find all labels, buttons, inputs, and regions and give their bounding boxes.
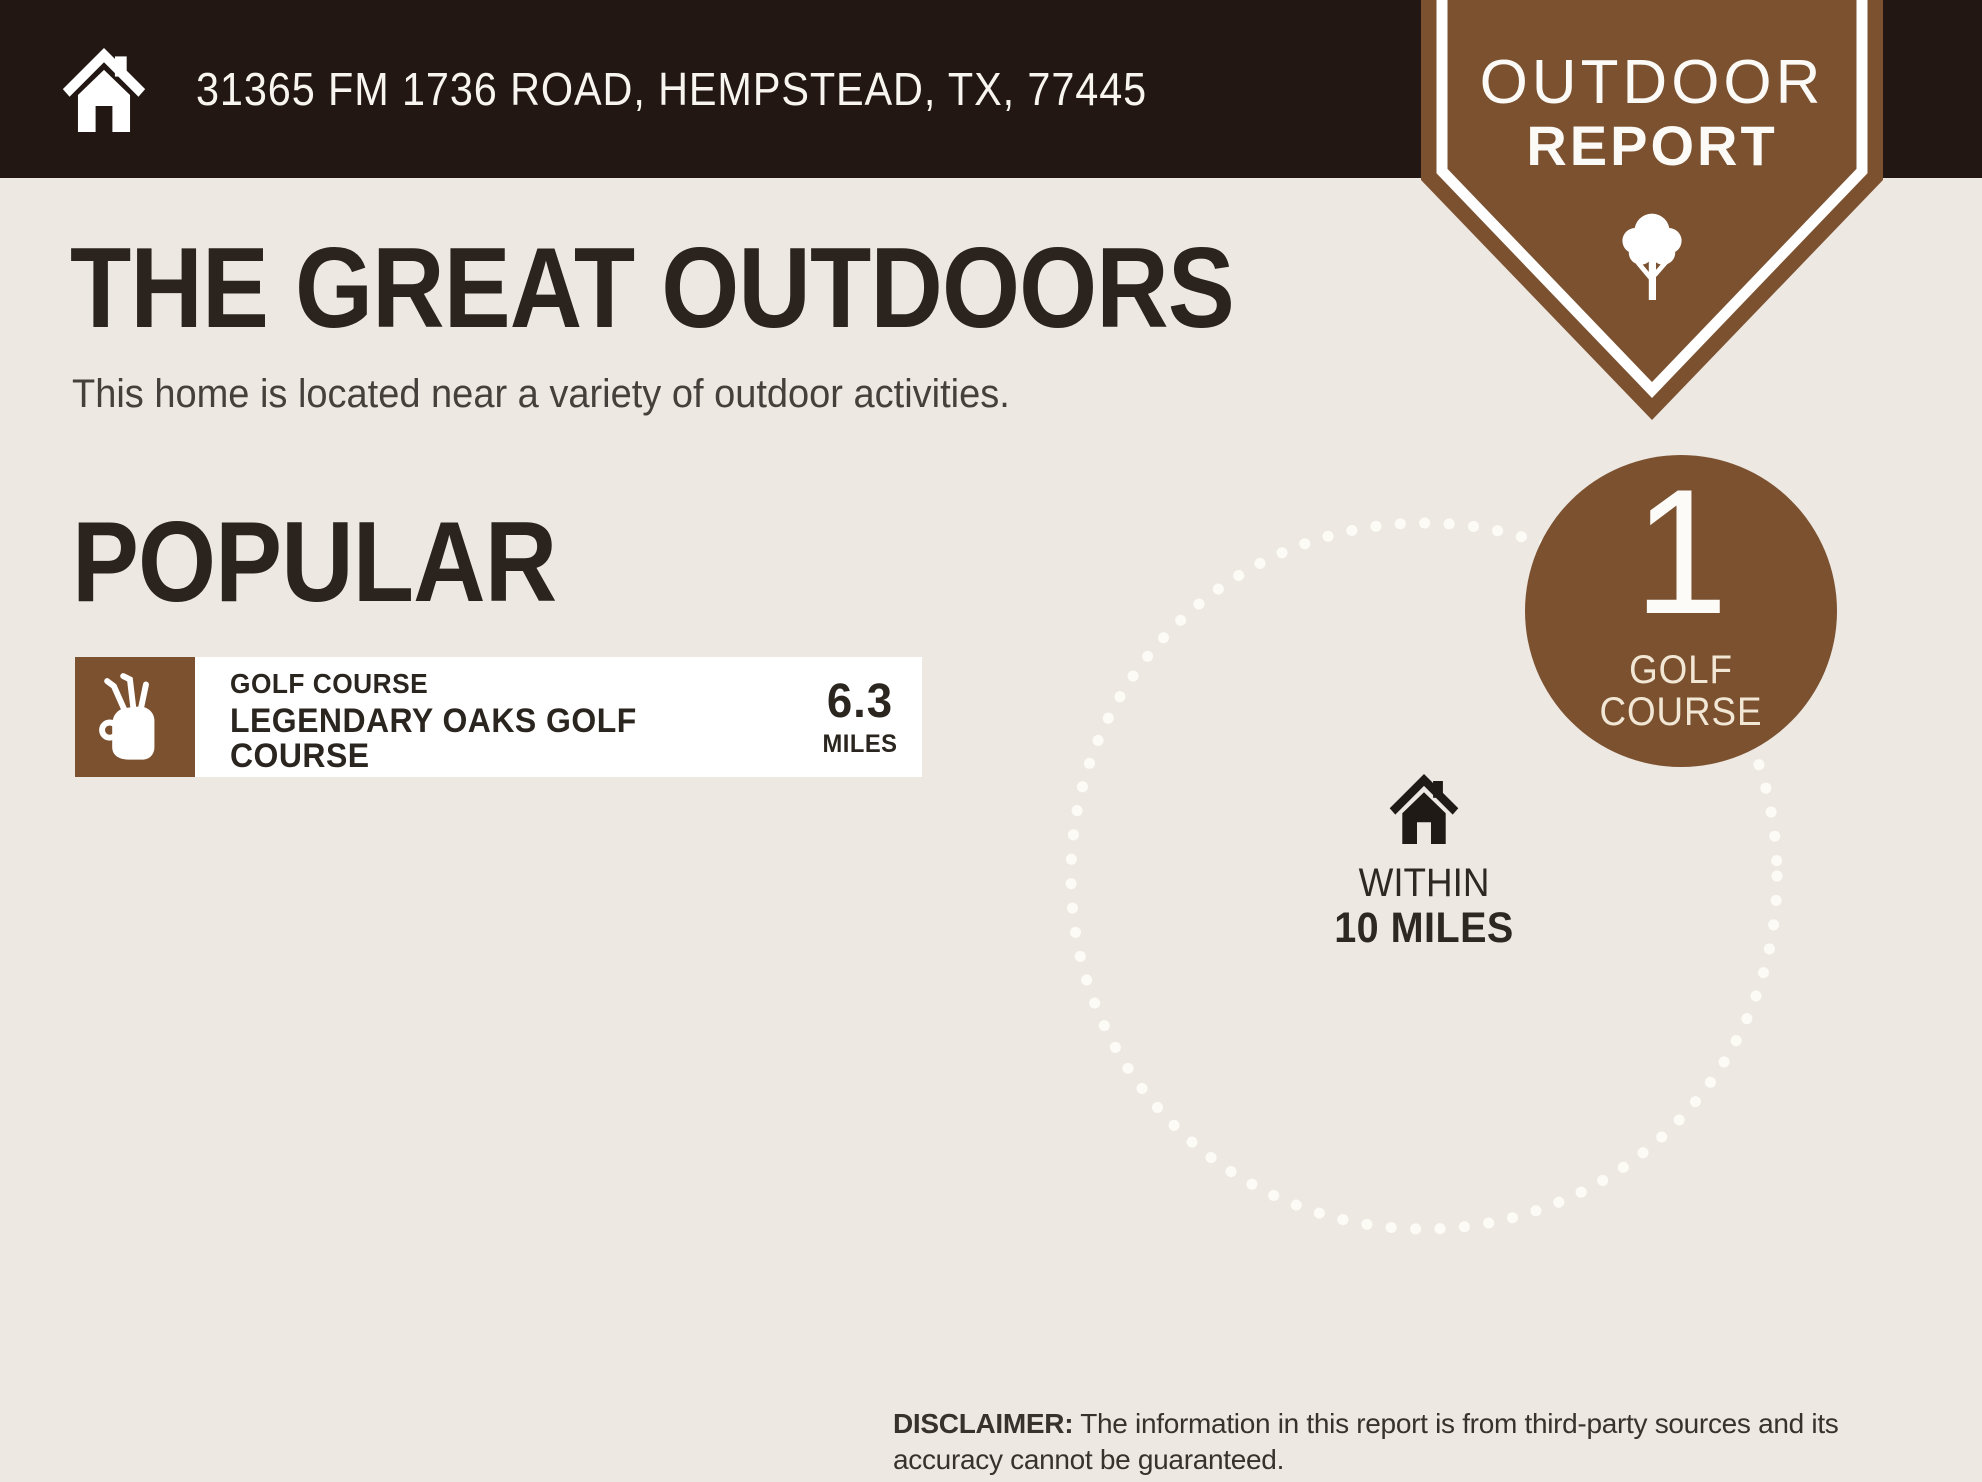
golf-bag-icon bbox=[99, 673, 155, 760]
radius-center-group: WITHIN 10 MILES bbox=[1274, 774, 1574, 952]
item-icon-box bbox=[75, 657, 195, 777]
property-address: 31365 FM 1736 ROAD, HEMPSTEAD, TX, 77445 bbox=[196, 63, 1148, 115]
count-label-line1: GOLF bbox=[1629, 648, 1733, 692]
page-title: THE GREAT OUTDOORS bbox=[70, 225, 1235, 352]
item-text: GOLF COURSE LEGENDARY OAKS GOLF COURSE bbox=[230, 668, 700, 775]
count-label-line2: COURSE bbox=[1599, 690, 1763, 734]
home-icon bbox=[62, 48, 146, 132]
disclaimer-label: DISCLAIMER: bbox=[893, 1408, 1074, 1439]
section-heading-popular: POPULAR bbox=[72, 499, 557, 626]
home-icon bbox=[1389, 774, 1459, 844]
disclaimer-text: The information in this report is from t… bbox=[893, 1408, 1839, 1475]
item-category: GOLF COURSE bbox=[230, 668, 429, 699]
radius-within-label: WITHIN bbox=[1358, 861, 1490, 905]
count-value: 1 bbox=[1633, 452, 1729, 651]
outdoor-report-badge: OUTDOOR REPORT bbox=[1421, 0, 1883, 425]
list-item-golf-course: GOLF COURSE LEGENDARY OAKS GOLF COURSE 6… bbox=[75, 657, 922, 777]
badge-title-line2: REPORT bbox=[1526, 114, 1778, 177]
dotted-radius-circle bbox=[1065, 517, 1783, 1235]
disclaimer: DISCLAIMER: The information in this repo… bbox=[893, 1406, 1943, 1478]
tree-icon bbox=[1622, 213, 1682, 300]
badge-title-line1: OUTDOOR bbox=[1479, 48, 1825, 117]
radius-distance-label: 10 MILES bbox=[1334, 904, 1514, 952]
count-badge: 1 GOLF COURSE bbox=[1525, 455, 1837, 767]
ribbon-shape bbox=[1421, 0, 1883, 420]
count-label: GOLF COURSE bbox=[1537, 649, 1824, 733]
item-name: LEGENDARY OAKS GOLF COURSE bbox=[230, 701, 637, 775]
item-distance-value: 6.3 bbox=[826, 674, 894, 728]
page-subtitle: This home is located near a variety of o… bbox=[72, 372, 1010, 416]
item-distance-unit: MILES bbox=[822, 729, 898, 758]
item-distance: 6.3 MILES bbox=[798, 657, 922, 777]
